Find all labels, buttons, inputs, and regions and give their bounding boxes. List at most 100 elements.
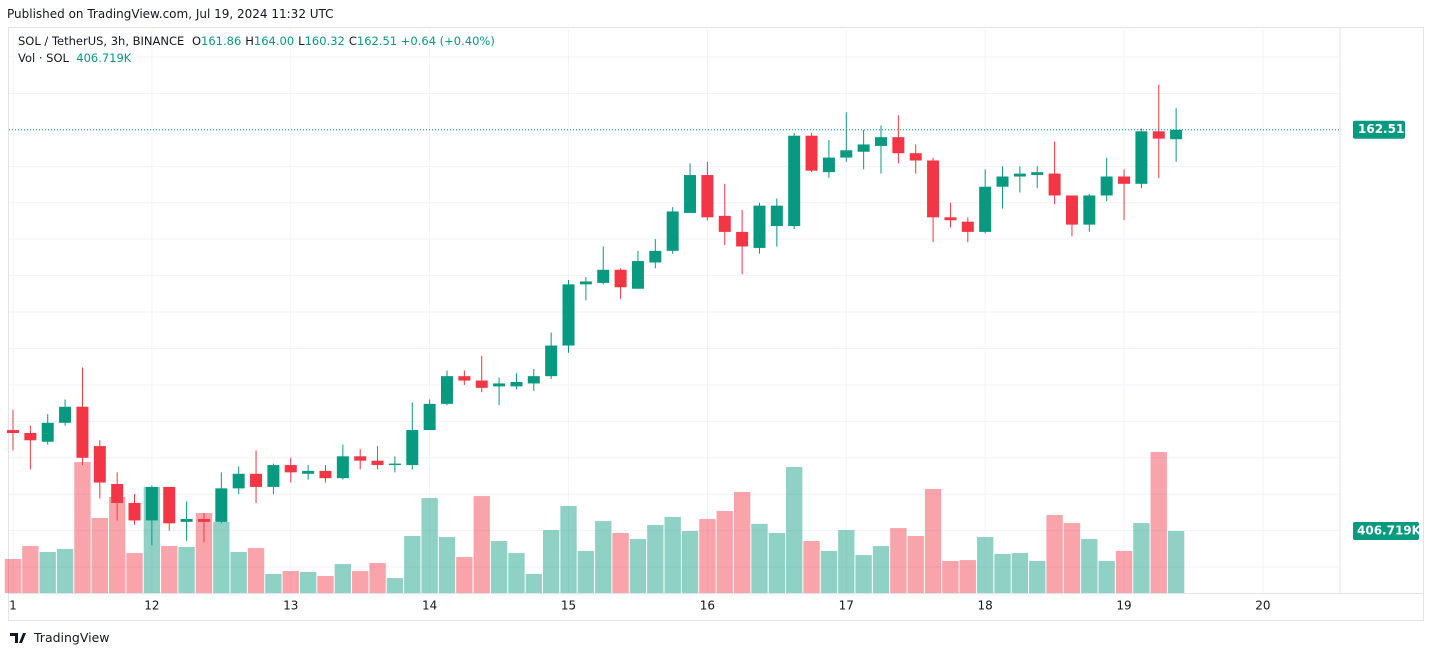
volume-bar bbox=[1029, 560, 1046, 593]
candle-body bbox=[215, 488, 228, 522]
candle-body bbox=[927, 160, 940, 218]
volume-bar bbox=[1063, 523, 1081, 593]
volume-bar bbox=[907, 535, 924, 593]
ohlc-key: H bbox=[245, 34, 254, 48]
candle-body bbox=[1048, 173, 1061, 196]
candle-body bbox=[76, 406, 89, 458]
candle-body bbox=[736, 231, 749, 247]
chart-frame bbox=[8, 27, 1424, 621]
volume-bar bbox=[213, 521, 230, 593]
ohlc-key: L bbox=[298, 34, 305, 48]
volume-bar bbox=[334, 564, 352, 593]
candle-body bbox=[302, 470, 315, 474]
candle-body bbox=[1083, 195, 1096, 225]
candle-body bbox=[406, 430, 419, 466]
volume-bar bbox=[699, 519, 716, 593]
candle-body bbox=[59, 406, 72, 423]
symbol: SOL / TetherUS, 3h, BINANCE bbox=[18, 34, 185, 48]
volume-bar bbox=[91, 518, 108, 593]
candle-body bbox=[93, 446, 106, 483]
candle-body bbox=[388, 463, 401, 466]
candle-body bbox=[701, 175, 714, 218]
volume-bar bbox=[490, 541, 508, 593]
volume-bar bbox=[108, 496, 126, 593]
volume-bar bbox=[265, 573, 282, 593]
x-tick-label: 17 bbox=[839, 599, 854, 613]
candle-body bbox=[145, 486, 158, 521]
x-tick-label: 19 bbox=[1116, 599, 1131, 613]
volume-bar bbox=[612, 532, 629, 593]
x-tick-label: 20 bbox=[1255, 599, 1270, 613]
volume-value: 406.719K bbox=[76, 51, 132, 65]
candle-body bbox=[840, 150, 853, 158]
x-tick-label: 18 bbox=[978, 599, 993, 613]
volume-bar bbox=[195, 512, 213, 593]
volume-bar bbox=[595, 521, 612, 593]
candle-body bbox=[684, 175, 697, 213]
candle-body bbox=[805, 135, 818, 171]
candle-body bbox=[24, 432, 37, 441]
candle-body bbox=[163, 486, 176, 524]
volume-bar bbox=[230, 551, 247, 593]
candle-body bbox=[718, 215, 731, 232]
candle-body bbox=[614, 269, 627, 288]
candle-body bbox=[1118, 176, 1131, 184]
volume-bar bbox=[577, 550, 595, 593]
candle-body bbox=[1031, 172, 1044, 176]
volume-bar bbox=[560, 505, 577, 593]
candle-body bbox=[666, 211, 679, 251]
last-volume-label: 406.719K bbox=[1357, 524, 1422, 538]
candle-body bbox=[597, 269, 610, 283]
candle-body bbox=[232, 473, 245, 489]
grid bbox=[9, 27, 1340, 593]
ohlc-value: 160.32 bbox=[304, 34, 345, 48]
volume-bar bbox=[1133, 523, 1150, 593]
volume-bar bbox=[352, 571, 369, 593]
candle-body bbox=[875, 137, 887, 146]
x-tick-label: 12 bbox=[144, 599, 159, 613]
volume-legend: Vol · SOL 406.719K bbox=[18, 51, 131, 65]
candle-body bbox=[493, 383, 506, 387]
candle-body bbox=[197, 518, 210, 522]
volume-bar bbox=[629, 539, 647, 593]
volume-bar bbox=[317, 575, 334, 593]
x-tick-label: 15 bbox=[561, 599, 576, 613]
volume-bar bbox=[4, 559, 22, 593]
volume-bar bbox=[508, 553, 525, 593]
volume-bar bbox=[438, 537, 456, 593]
volume-bar bbox=[924, 489, 942, 593]
ohlc-key: O bbox=[191, 34, 202, 48]
candle-body bbox=[111, 483, 124, 503]
volume-bar bbox=[39, 551, 56, 593]
volume-bar bbox=[126, 553, 143, 593]
candle-body bbox=[250, 473, 263, 487]
volume-bar bbox=[473, 496, 490, 593]
candle-body bbox=[336, 456, 349, 479]
volume-name: Vol · SOL bbox=[18, 51, 69, 65]
volume-bar bbox=[386, 578, 404, 593]
volume-bar bbox=[404, 535, 421, 593]
volume-bar bbox=[1046, 514, 1063, 593]
volume-bar bbox=[1167, 531, 1185, 593]
volume-bar bbox=[421, 498, 438, 593]
volume-bar bbox=[299, 571, 317, 593]
change: +0.64 (+0.40%) bbox=[400, 34, 495, 48]
volume-bar bbox=[74, 462, 91, 593]
candle-body bbox=[284, 465, 297, 473]
volume-bar bbox=[976, 537, 994, 593]
volume-bar bbox=[369, 562, 386, 593]
candle-body bbox=[753, 205, 766, 248]
candle-body bbox=[41, 422, 54, 442]
x-tick-label: 1 bbox=[9, 599, 17, 613]
candle-body bbox=[319, 470, 332, 479]
candle-body bbox=[510, 381, 523, 387]
candle-body bbox=[475, 380, 488, 388]
volume-layer bbox=[4, 452, 1185, 593]
volume-bar bbox=[838, 530, 855, 593]
volume-bar bbox=[1011, 553, 1029, 593]
volume-bar bbox=[872, 546, 890, 593]
volume-bar bbox=[542, 530, 560, 593]
volume-bar bbox=[456, 557, 473, 593]
volume-bar bbox=[22, 546, 39, 593]
